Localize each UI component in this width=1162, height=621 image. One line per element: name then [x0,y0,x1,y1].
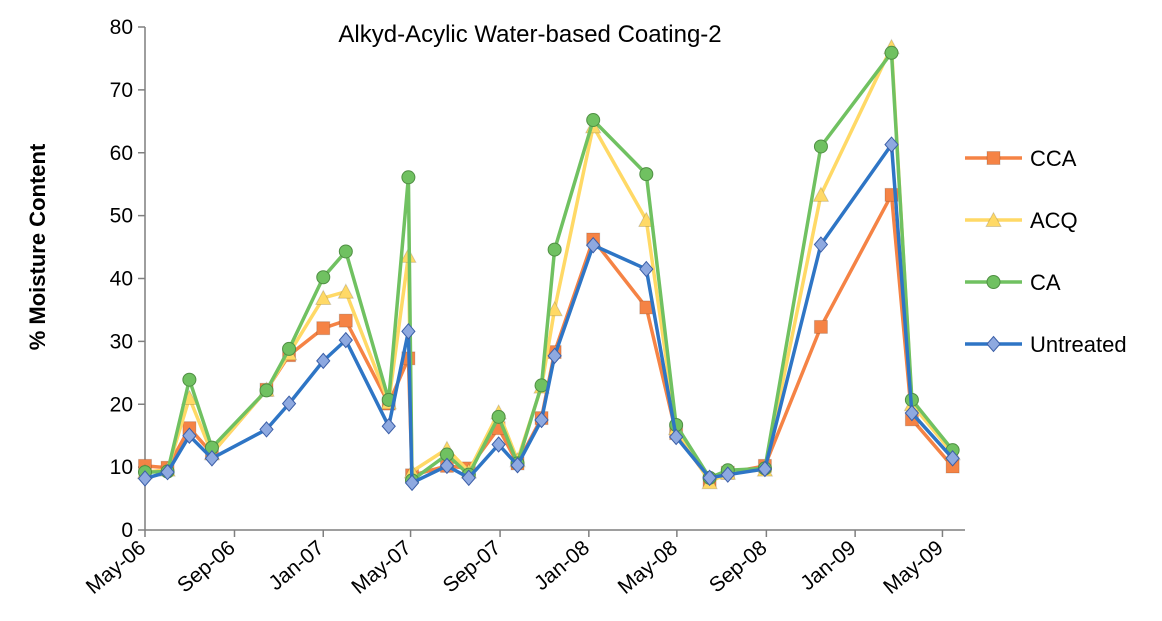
x-tick-label: Sep-08 [705,536,772,597]
legend-item-cca: CCA [965,146,1077,171]
series-acq [136,38,961,490]
data-point-ca [586,113,601,128]
x-tick-label: Sep-07 [439,536,506,597]
data-point-untreated [757,460,773,478]
data-point-ca [884,45,899,60]
y-tick-label: 70 [110,79,133,102]
series-line-acq [144,45,954,484]
legend-marker [986,151,1001,165]
data-point-untreated [884,136,899,153]
data-point-untreated [720,466,735,483]
legend-label: CA [1030,270,1061,295]
data-point-ca [316,270,331,285]
data-point-untreated [338,331,353,349]
x-tick-label: Sep-06 [173,536,240,597]
data-point-untreated [668,428,684,446]
x-tick-label: Jan-09 [796,536,860,595]
data-point-untreated [404,474,420,492]
data-point-untreated [547,347,562,365]
data-point-cca [813,319,828,334]
legend-label: Untreated [1030,332,1127,357]
data-point-ca [491,409,506,424]
x-tick-label: May-06 [82,536,150,599]
x-tick-label: May-08 [614,536,682,599]
data-point-untreated [439,457,455,475]
data-point-untreated [491,436,506,453]
data-point-untreated [702,469,717,487]
data-point-untreated [182,427,197,444]
y-tick-label: 60 [110,142,133,165]
y-tick-label: 0 [121,519,133,542]
data-point-untreated [813,236,829,253]
series-line-ca [144,51,954,483]
data-point-acq [337,283,355,299]
data-point-cca [338,313,353,328]
data-point-untreated [381,417,396,435]
data-point-ca [338,244,353,259]
x-tick-label: Jan-07 [264,536,328,595]
series-untreated [137,136,960,492]
data-point-acq [546,300,563,317]
data-point-ca [547,242,562,257]
series-ca [138,45,960,488]
y-tick-label: 40 [110,268,133,291]
data-point-ca [639,167,654,182]
y-tick-label: 50 [110,205,133,228]
data-point-untreated [281,395,297,412]
data-point-untreated [160,463,175,481]
y-tick-label: 10 [110,456,133,479]
data-point-untreated [510,456,525,474]
x-tick-label: May-09 [879,536,947,599]
data-point-cca [316,321,331,336]
data-point-ca [813,139,828,154]
y-tick-label: 20 [110,393,133,416]
x-tick-label: May-07 [347,536,415,599]
legend-label: CCA [1030,146,1077,171]
data-point-untreated [316,352,331,370]
series-layer [136,38,961,492]
legend-item-ca: CA [965,270,1061,295]
data-point-ca [401,170,416,185]
legend-label: ACQ [1030,208,1078,233]
data-point-ca [259,383,274,398]
data-point-acq [314,289,332,305]
x-tick-label: Jan-08 [530,536,594,595]
data-point-ca [282,341,297,356]
data-point-untreated [586,236,601,254]
legend-marker [986,335,1001,353]
data-point-acq [812,186,830,202]
data-point-untreated [204,450,220,467]
data-point-untreated [401,323,416,340]
y-tick-label: 80 [110,16,133,39]
data-point-untreated [137,470,153,487]
y-axis-title: % Moisture Content [25,143,50,350]
legend: CCA ACQ CA Untreated [965,146,1127,357]
data-point-untreated [904,404,920,422]
data-point-ca [182,372,197,387]
data-point-untreated [461,469,476,487]
chart-title: Alkyd-Acylic Water-based Coating-2 [338,21,721,48]
data-point-untreated [945,450,960,467]
data-point-untreated [259,421,274,438]
legend-marker [986,275,1001,289]
legend-item-untreated: Untreated [965,332,1127,357]
y-tick-label: 30 [110,330,133,353]
data-point-untreated [639,260,654,278]
data-point-untreated [534,411,549,429]
legend-marker [985,211,1002,227]
legend-item-acq: ACQ [965,208,1078,233]
